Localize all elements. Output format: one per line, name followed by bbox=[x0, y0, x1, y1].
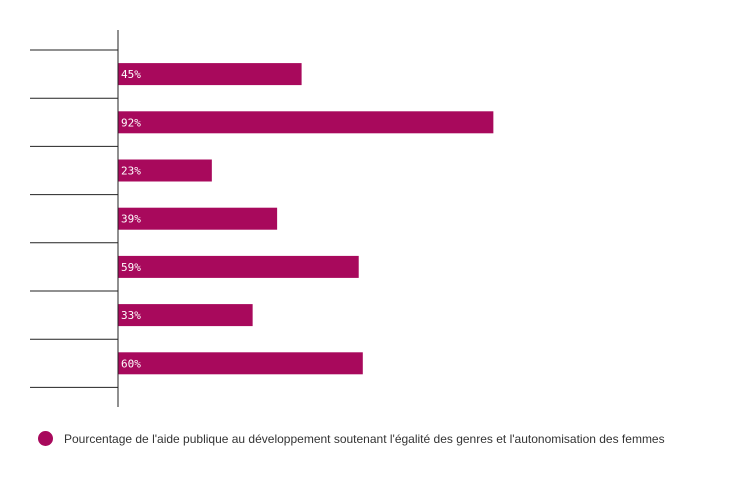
bar-value-label: 92% bbox=[121, 116, 141, 129]
bar bbox=[118, 352, 363, 375]
legend-label: Pourcentage de l'aide publique au dévelo… bbox=[64, 431, 665, 446]
bar bbox=[118, 63, 302, 86]
bar-value-label: 23% bbox=[121, 165, 141, 178]
bar bbox=[118, 111, 494, 134]
legend-swatch bbox=[38, 431, 53, 446]
bar-value-label: 39% bbox=[121, 213, 141, 226]
bar bbox=[118, 207, 278, 230]
bars: 45% 92% 23% 39% 59% 33% 60% bbox=[118, 63, 494, 375]
category-ticks bbox=[30, 49, 118, 388]
bar bbox=[118, 304, 253, 327]
bar-value-label: 60% bbox=[121, 357, 141, 370]
legend: Pourcentage de l'aide publique au dévelo… bbox=[38, 431, 665, 446]
bar bbox=[118, 255, 359, 278]
bar-value-label: 59% bbox=[121, 261, 141, 274]
bar-value-label: 45% bbox=[121, 68, 141, 81]
bar bbox=[118, 159, 212, 182]
bar-value-label: 33% bbox=[121, 309, 141, 322]
